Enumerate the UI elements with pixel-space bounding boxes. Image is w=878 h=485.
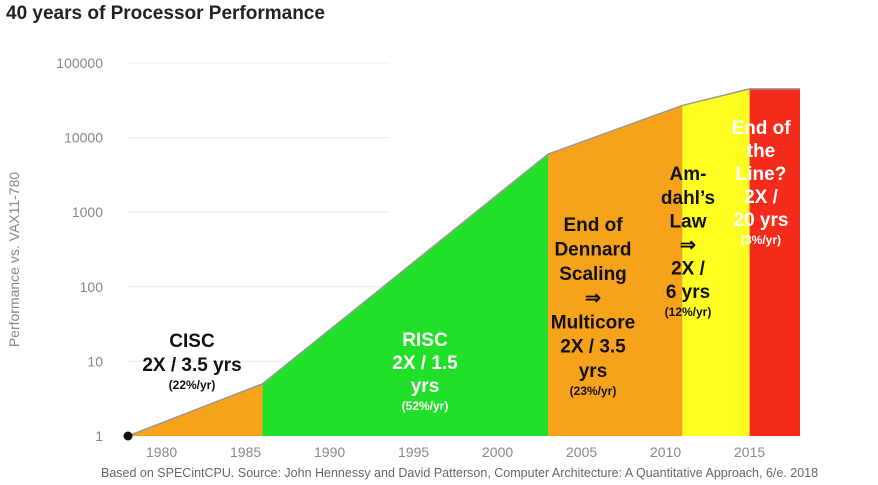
- region-area-2: [262, 154, 548, 437]
- region-label-line: 2X / 1.5: [392, 353, 458, 374]
- x-tick-label: 2000: [482, 444, 513, 460]
- x-tick-label: 1990: [314, 444, 345, 460]
- region-rate-1: (22%/yr): [169, 378, 216, 392]
- performance-line: [127, 88, 800, 437]
- region-label-line: Line?: [736, 164, 787, 185]
- region-area-4: [682, 88, 750, 436]
- region-label-line: dahl’s: [661, 188, 715, 209]
- start-point-marker: [123, 431, 133, 441]
- y-tick-label: 1000: [72, 204, 103, 220]
- x-tick-label: 2015: [734, 444, 765, 460]
- label-layer: CISC 2X / 3.5 yrs(22%/yr)RISC 2X / 1.5 yrs(…: [142, 118, 791, 413]
- region-label-4: Am-dahl’s Law ⇒ 2X /6 yrs: [661, 164, 715, 303]
- region-label-line: 2X /: [744, 187, 779, 208]
- y-axis-label: Performance vs. VAX11-780: [6, 172, 22, 348]
- region-area-3: [548, 105, 683, 437]
- region-label-line: Am-: [670, 164, 707, 185]
- region-label-line: End of: [731, 118, 791, 139]
- region-label-line: Law: [670, 211, 707, 232]
- y-tick-label: 100000: [56, 55, 103, 71]
- region-label-3: End of Dennard Scaling ⇒ Multicore 2X / 3.5 yr…: [551, 215, 635, 382]
- region-label-line: the: [747, 141, 776, 162]
- region-label-line: 2X / 3.5: [560, 337, 626, 358]
- y-tick-label: 100: [80, 279, 104, 295]
- x-tick-label: 1995: [398, 444, 429, 460]
- region-rate-3: (23%/yr): [570, 384, 617, 398]
- region-label-1: CISC 2X / 3.5 yrs: [142, 331, 241, 376]
- region-label-line: 20 yrs: [734, 210, 789, 231]
- axis-layer: 1 10 100 1000 10000 100000 Performance vs. VAX…: [6, 55, 765, 460]
- region-label-line: CISC: [169, 331, 215, 352]
- region-label-5: End of the Line? 2X /20 yrs: [731, 118, 791, 231]
- region-label-line: ⇒: [680, 235, 696, 256]
- region-label-line: 6 yrs: [666, 282, 710, 303]
- region-rate-5: (3%/yr): [741, 233, 781, 247]
- region-label-line: yrs: [579, 361, 608, 382]
- chart-title: 40 years of Processor Performance: [6, 3, 325, 24]
- x-tick-label: 1985: [230, 444, 261, 460]
- x-tick-label: 2005: [566, 444, 597, 460]
- x-tick-label: 2010: [650, 444, 681, 460]
- source-note: Based on SPECintCPU. Source: John Hennes…: [101, 466, 819, 480]
- region-label-line: Scaling: [559, 264, 627, 285]
- region-area-5: [749, 88, 800, 436]
- region-label-line: 2X /: [671, 259, 706, 280]
- y-tick-label: 1: [95, 428, 103, 444]
- x-tick-label: 1980: [146, 444, 177, 460]
- region-rate-2: (52%/yr): [402, 399, 449, 413]
- region-label-line: End of: [563, 215, 623, 236]
- region-label-line: 2X / 3.5 yrs: [142, 355, 241, 376]
- region-label-line: yrs: [411, 376, 440, 397]
- y-tick-label: 10: [87, 353, 103, 369]
- region-label-line: RISC: [402, 330, 448, 351]
- region-label-2: RISC 2X / 1.5 yrs: [392, 330, 458, 397]
- area-layer: [123, 88, 800, 441]
- region-label-line: Multicore: [551, 312, 635, 333]
- y-tick-label: 10000: [64, 130, 103, 146]
- chart-plot: 1 10 100 1000 10000 100000 Performance vs. VAX…: [6, 55, 800, 460]
- region-rate-4: (12%/yr): [665, 305, 712, 319]
- region-label-line: Dennard: [554, 239, 631, 260]
- region-label-line: ⇒: [585, 288, 601, 309]
